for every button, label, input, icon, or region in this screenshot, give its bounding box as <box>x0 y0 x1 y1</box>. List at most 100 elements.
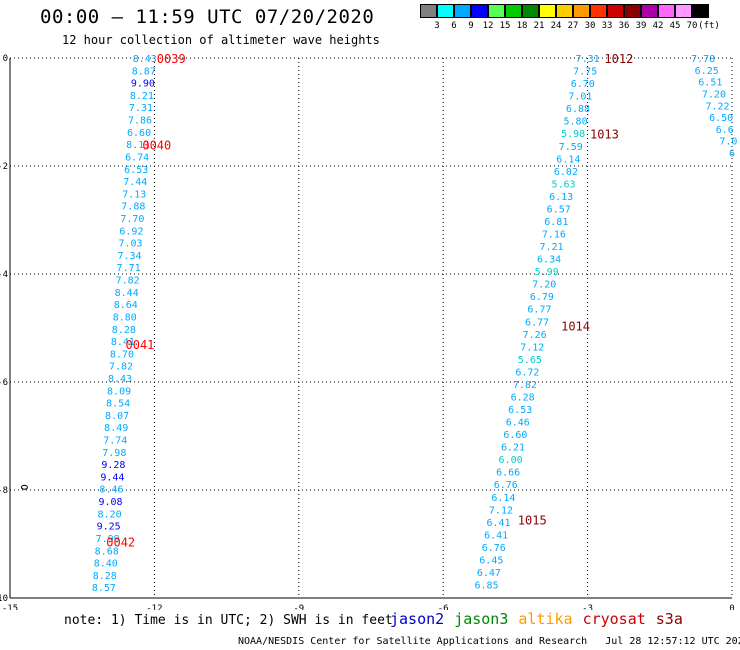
x-tick-label: -9 <box>293 604 304 610</box>
x-tick-label: -15 <box>2 604 18 610</box>
swh-value: 6.79 <box>530 292 554 303</box>
swh-value: 6.00 <box>499 455 523 466</box>
satellite-legend-item: s3a <box>655 610 683 628</box>
scale-swatch <box>539 4 556 18</box>
scale-label: (ft) <box>698 21 720 31</box>
scale-label: 42 <box>652 21 664 31</box>
swh-value: 7.71 <box>117 263 141 274</box>
swh-value: 6.66 <box>496 468 520 479</box>
scale-swatch <box>607 4 624 18</box>
swh-value: 7.13 <box>122 189 146 200</box>
marker-dot <box>20 484 28 490</box>
satellite-legend-item: altika <box>518 610 573 628</box>
y-tick-label: -6 <box>0 378 8 388</box>
time-label: 1012 <box>604 52 633 66</box>
scale-label: 15 <box>499 21 511 31</box>
scale-swatch <box>437 4 454 18</box>
swh-value: 6 <box>729 149 735 160</box>
position-marker <box>20 484 28 490</box>
scale-label: 18 <box>516 21 528 31</box>
time-label: 1015 <box>518 514 547 528</box>
swh-value: 7.16 <box>542 230 566 241</box>
y-tick-label: -4 <box>0 270 8 280</box>
swh-value: 7.01 <box>568 92 592 103</box>
scale-swatch <box>675 4 692 18</box>
swh-value: 6.51 <box>698 78 722 89</box>
swh-value: 8.28 <box>112 325 136 336</box>
scale-swatch <box>692 4 709 18</box>
swh-value: 6.60 <box>503 430 527 441</box>
swh-value: 6.60 <box>127 128 151 139</box>
swh-value: 6.13 <box>549 192 573 203</box>
swh-value: 5.99 <box>535 267 559 278</box>
swh-value: 6.25 <box>695 66 719 77</box>
scale-swatch <box>556 4 573 18</box>
swh-value: 5.80 <box>564 117 588 128</box>
swh-value: 8.44 <box>115 288 139 299</box>
swh-value: 7.44 <box>123 177 147 188</box>
swh-value: 6.53 <box>124 165 148 176</box>
swh-value: 6.6 <box>716 125 734 136</box>
scale-label: 9 <box>468 21 474 31</box>
swh-value: 6.88 <box>566 104 590 115</box>
time-label: 0041 <box>126 338 155 352</box>
swh-value: 6.02 <box>554 167 578 178</box>
swh-value: 7.82 <box>109 362 133 373</box>
scale-swatch <box>522 4 539 18</box>
swh-value: 6.21 <box>501 443 525 454</box>
swh-value: 9.90 <box>131 79 155 90</box>
scale-swatch <box>658 4 675 18</box>
scale-label: 12 <box>482 21 494 31</box>
time-label: 0039 <box>157 52 186 66</box>
swh-value: 6.77 <box>527 305 551 316</box>
chart-title: 00:00 — 11:59 UTC 07/20/2020 <box>40 6 375 28</box>
swh-value: 8.21 <box>130 91 154 102</box>
scale-swatch <box>641 4 658 18</box>
swh-value: 9.25 <box>97 522 121 533</box>
time-label: 1014 <box>561 319 590 333</box>
swh-value: 8.68 <box>95 546 119 557</box>
swh-value: 7.20 <box>532 280 556 291</box>
swh-value: 6.14 <box>556 154 580 165</box>
scale-swatch <box>471 4 488 18</box>
satellite-legend: jason2 jason3 altika cryosat s3a <box>390 610 693 628</box>
swh-value: 7.03 <box>118 239 142 250</box>
time-labels: 0039 0040 0041 0042 1012 1013 1014 1015 <box>106 52 633 549</box>
swh-value: 8.54 <box>106 399 130 410</box>
swh-value: 7.12 <box>489 505 513 516</box>
x-tick-label: 0 <box>729 604 734 610</box>
swh-value: 9.28 <box>101 460 125 471</box>
footnote: note: 1) Time is in UTC; 2) SWH is in fe… <box>64 613 393 628</box>
y-tick-label: -10 <box>0 594 8 604</box>
time-label: 0042 <box>106 535 135 549</box>
swh-value: 7.82 <box>116 276 140 287</box>
altimeter-plot: -15-12-9-6-300-2-4-6-8-10 8.438.879.908.… <box>0 52 737 610</box>
swh-value: 8.46 <box>99 485 123 496</box>
scale-swatch <box>420 4 437 18</box>
swh-value: 9.44 <box>100 472 124 483</box>
swh-value: 7.20 <box>702 89 726 100</box>
chart-subtitle: 12 hour collection of altimeter wave hei… <box>62 33 380 47</box>
swh-value: 6.81 <box>544 217 568 228</box>
swh-value: 6.76 <box>494 480 518 491</box>
swh-value: 6.28 <box>511 392 535 403</box>
satellite-legend-item: cryosat <box>582 610 646 628</box>
tick-labels: -15 -12 -9 -6 -3 0 0 -2 -4 -6 -8 -10 <box>0 54 735 610</box>
y-tick-label: 0 <box>3 54 8 64</box>
swh-value: 6.72 <box>515 367 539 378</box>
scale-swatch <box>505 4 522 18</box>
time-label: 0040 <box>142 138 171 152</box>
swh-value: 8.11 <box>126 140 150 151</box>
swh-value: 6.47 <box>477 568 501 579</box>
y-tick-label: -2 <box>0 162 8 172</box>
swh-value: 8.80 <box>113 312 137 323</box>
swh-value: 8.28 <box>93 571 117 582</box>
swh-value: 8.20 <box>98 509 122 520</box>
credit-line: NOAA/NESDIS Center for Satellite Applica… <box>238 636 740 647</box>
y-tick-label: -8 <box>0 486 8 496</box>
swh-value: 7.0 <box>719 137 737 148</box>
scale-label: 27 <box>567 21 579 31</box>
scale-label: 3 <box>434 21 440 31</box>
satellite-legend-item: jason2 <box>390 610 445 628</box>
time-label: 1013 <box>590 128 619 142</box>
